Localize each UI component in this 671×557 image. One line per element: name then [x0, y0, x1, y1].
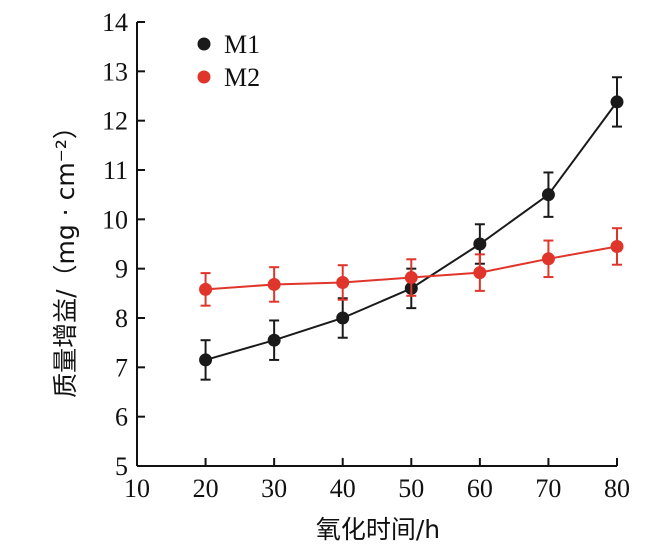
y-tick-label: 10: [102, 205, 128, 234]
x-axis-title: 氧化时间/h: [316, 515, 440, 544]
legend-label: M2: [224, 63, 260, 92]
y-tick-label: 13: [102, 57, 128, 86]
y-tick-label: 11: [103, 156, 128, 185]
data-point: [336, 311, 350, 325]
series-m2: [199, 227, 624, 307]
data-point: [199, 282, 213, 296]
legend-marker: [197, 70, 211, 84]
x-tick-label: 80: [604, 474, 630, 503]
data-point: [199, 353, 213, 367]
legend-marker: [197, 37, 211, 51]
axes: [136, 22, 617, 467]
data-point: [541, 188, 555, 202]
series-m1: [199, 76, 624, 381]
y-ticks: 5 6 7 8 9 10 11 12 13 14: [102, 8, 145, 481]
x-tick-label: 30: [261, 474, 287, 503]
y-tick-label: 12: [102, 107, 128, 136]
x-tick-label: 10: [124, 474, 150, 503]
data-point: [473, 266, 487, 280]
data-point: [267, 333, 281, 347]
y-tick-label: 14: [102, 8, 128, 37]
x-tick-label: 20: [193, 474, 219, 503]
data-point: [473, 237, 487, 251]
y-axis-title: 质量增益/（mg · cm⁻²）: [51, 114, 80, 398]
y-tick-label: 5: [115, 452, 128, 481]
x-tick-label: 60: [467, 474, 493, 503]
data-point: [610, 95, 624, 109]
legend-item-m1: M1: [197, 30, 260, 59]
series-layer: [199, 76, 624, 381]
data-point: [404, 271, 418, 285]
y-tick-label: 9: [115, 255, 128, 284]
series-line: [205, 101, 618, 361]
x-tick-label: 40: [330, 474, 356, 503]
y-tick-label: 7: [115, 353, 128, 382]
x-tick-label: 70: [535, 474, 561, 503]
data-point: [610, 239, 624, 253]
legend-label: M1: [224, 30, 260, 59]
data-point: [267, 277, 281, 291]
x-ticks: 10 20 30 40 50 60 70 80: [124, 458, 630, 503]
data-point: [541, 252, 555, 266]
data-point: [336, 275, 350, 289]
y-tick-label: 6: [115, 403, 128, 432]
x-tick-label: 50: [398, 474, 424, 503]
legend-item-m2: M2: [197, 63, 260, 92]
y-tick-label: 8: [115, 304, 128, 333]
